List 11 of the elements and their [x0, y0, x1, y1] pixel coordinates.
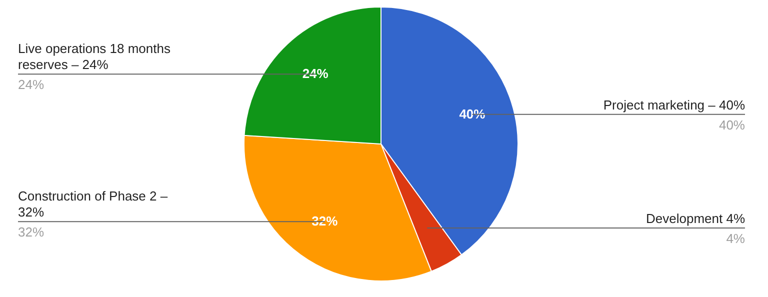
text: 32%: [18, 224, 44, 240]
text: 40%: [718, 117, 745, 132]
slice-label: Project marketing – 40%: [603, 97, 746, 112]
slice-label: Live operations 18 months reserves – 24%: [18, 41, 171, 72]
data-label: 40%: [459, 106, 486, 122]
text: 24%: [18, 77, 44, 92]
slice-label: Construction of Phase 2 – 32%: [18, 188, 168, 220]
data-label: 24%: [302, 66, 329, 82]
data-label: 32%: [312, 214, 338, 229]
data-label: 4%: [726, 231, 746, 246]
slice-label: Development 4%: [646, 211, 746, 226]
